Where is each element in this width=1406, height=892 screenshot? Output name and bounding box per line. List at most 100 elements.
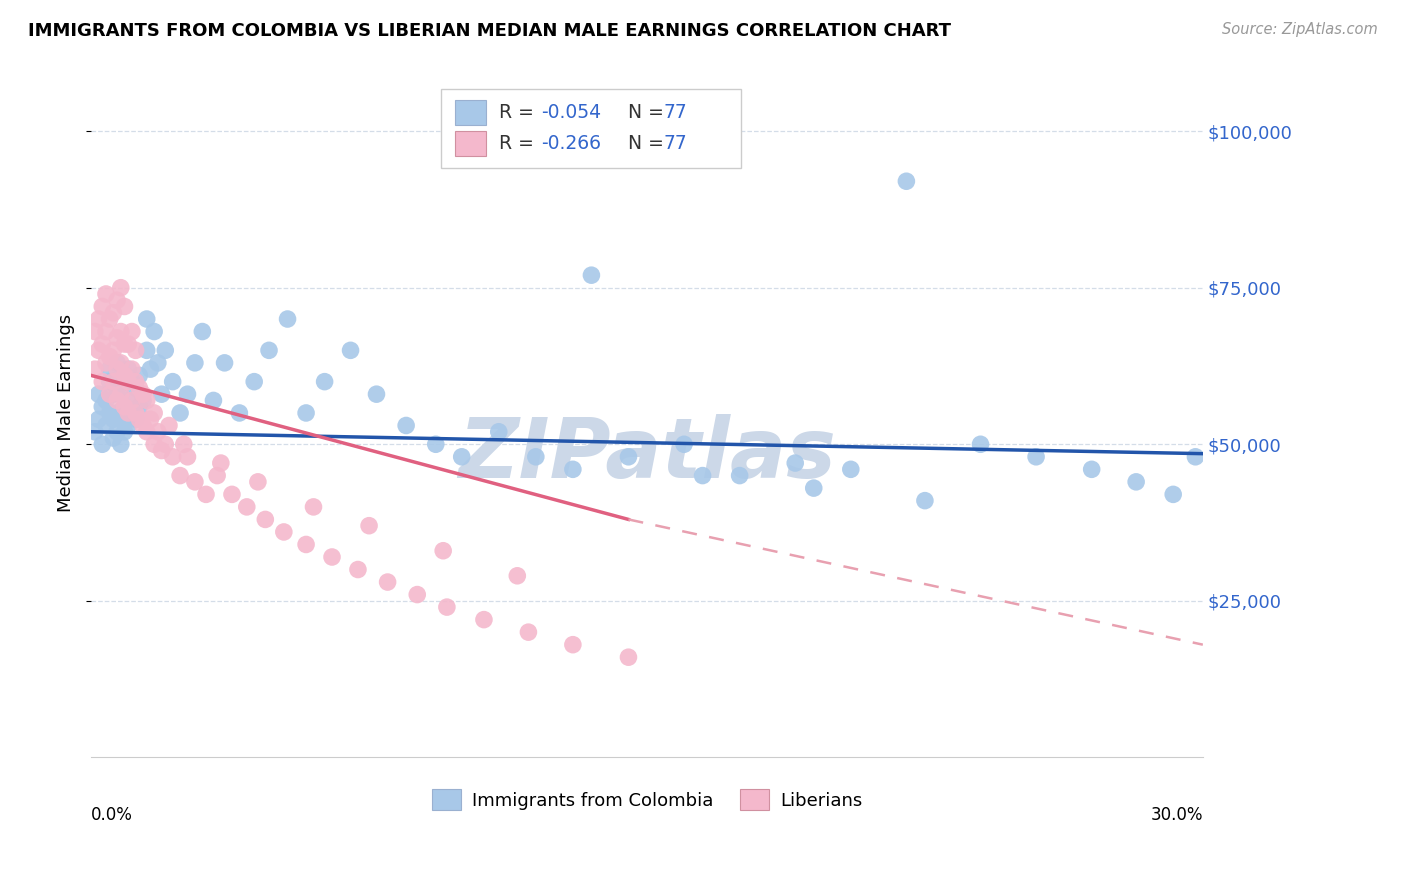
Point [135, 425, 157, 439]
Point [1184, 450, 1206, 464]
Point [506, 569, 529, 583]
Point [128, 368, 150, 383]
Point [128, 381, 150, 395]
Point [117, 362, 139, 376]
Point [103, 431, 125, 445]
Point [87, 343, 110, 358]
Point [117, 375, 139, 389]
Point [406, 588, 429, 602]
Point [114, 400, 136, 414]
Point [105, 362, 128, 376]
Point [98, 362, 121, 376]
Point [98, 387, 121, 401]
Point [121, 393, 143, 408]
Point [1161, 487, 1184, 501]
Point [121, 375, 143, 389]
Point [257, 343, 280, 358]
Point [202, 393, 225, 408]
Point [105, 406, 128, 420]
Point [83, 325, 105, 339]
Y-axis label: Median Male Earnings: Median Male Earnings [58, 314, 75, 512]
FancyBboxPatch shape [454, 131, 486, 156]
Point [143, 325, 166, 339]
Point [128, 412, 150, 426]
Point [896, 174, 918, 188]
Point [450, 450, 472, 464]
Point [157, 418, 180, 433]
Point [94, 356, 117, 370]
Point [110, 387, 132, 401]
Text: 0.0%: 0.0% [91, 805, 134, 823]
Point [135, 343, 157, 358]
Point [94, 325, 117, 339]
Point [135, 393, 157, 408]
Text: 77: 77 [664, 103, 688, 122]
Point [98, 406, 121, 420]
Point [114, 368, 136, 383]
FancyBboxPatch shape [454, 100, 486, 125]
Point [135, 312, 157, 326]
Point [395, 418, 418, 433]
Text: 77: 77 [664, 134, 688, 153]
Point [314, 375, 336, 389]
Point [114, 368, 136, 383]
Point [209, 456, 232, 470]
Point [273, 524, 295, 539]
Point [103, 306, 125, 320]
Legend: Immigrants from Colombia, Liberians: Immigrants from Colombia, Liberians [425, 782, 869, 817]
Point [83, 362, 105, 376]
Text: Source: ZipAtlas.com: Source: ZipAtlas.com [1222, 22, 1378, 37]
Point [173, 437, 195, 451]
Text: 30.0%: 30.0% [1150, 805, 1204, 823]
Point [277, 312, 299, 326]
Point [132, 418, 155, 433]
Point [432, 543, 454, 558]
Point [150, 443, 173, 458]
Point [169, 468, 191, 483]
Point [117, 337, 139, 351]
FancyBboxPatch shape [441, 89, 741, 169]
Point [132, 393, 155, 408]
Point [295, 406, 318, 420]
Point [184, 475, 207, 489]
Point [524, 450, 547, 464]
Point [117, 393, 139, 408]
Point [94, 418, 117, 433]
Point [114, 425, 136, 439]
Point [803, 481, 825, 495]
Point [246, 475, 269, 489]
Point [128, 400, 150, 414]
Point [124, 375, 146, 389]
Point [472, 613, 495, 627]
Point [617, 650, 640, 665]
Point [132, 387, 155, 401]
Point [214, 356, 236, 370]
Point [91, 437, 114, 451]
Point [143, 406, 166, 420]
Text: ZIPatlas: ZIPatlas [458, 414, 837, 495]
Point [105, 356, 128, 370]
Text: -0.266: -0.266 [541, 134, 602, 153]
Point [91, 300, 114, 314]
Point [87, 312, 110, 326]
Point [124, 381, 146, 395]
Point [139, 412, 162, 426]
Point [103, 412, 125, 426]
Point [146, 356, 169, 370]
Point [91, 337, 114, 351]
Point [110, 356, 132, 370]
Point [121, 362, 143, 376]
Point [94, 287, 117, 301]
Text: N =: N = [616, 103, 669, 122]
Point [673, 437, 696, 451]
Point [105, 393, 128, 408]
Text: N =: N = [616, 134, 669, 153]
Point [728, 468, 751, 483]
Point [121, 325, 143, 339]
Text: R =: R = [499, 134, 540, 153]
Point [121, 406, 143, 420]
Point [98, 312, 121, 326]
Point [143, 437, 166, 451]
Point [488, 425, 510, 439]
Point [1025, 450, 1047, 464]
